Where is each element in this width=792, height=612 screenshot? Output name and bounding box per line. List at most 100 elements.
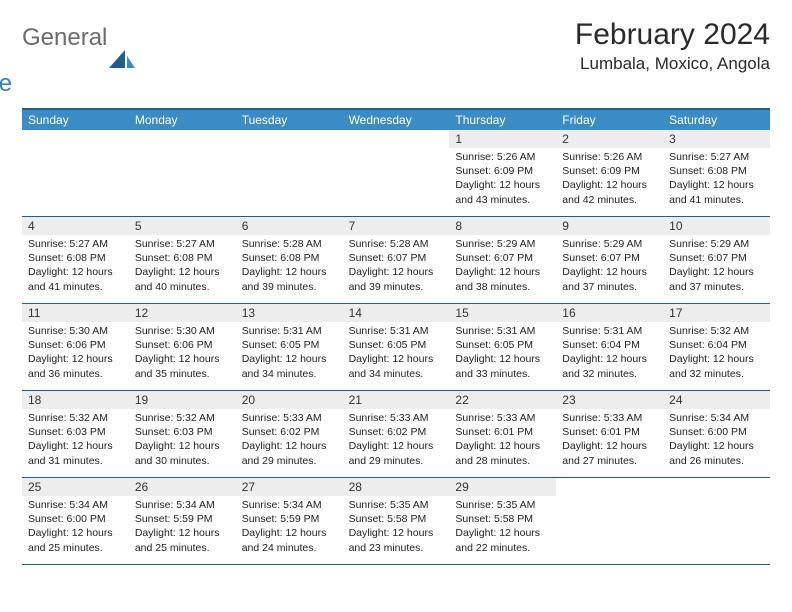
day-info: Sunrise: 5:30 AMSunset: 6:06 PMDaylight:… xyxy=(129,324,236,381)
brand-general: General xyxy=(22,24,107,52)
sunrise-text: Sunrise: 5:27 AM xyxy=(669,150,764,164)
sunset-text: Sunset: 6:08 PM xyxy=(669,164,764,178)
daylight-text: Daylight: 12 hours and 29 minutes. xyxy=(242,439,337,467)
sunset-text: Sunset: 5:59 PM xyxy=(242,512,337,526)
day-cell xyxy=(22,130,129,216)
daylight-text: Daylight: 12 hours and 36 minutes. xyxy=(28,352,123,380)
week-row: 4Sunrise: 5:27 AMSunset: 6:08 PMDaylight… xyxy=(22,217,770,304)
sunrise-text: Sunrise: 5:27 AM xyxy=(28,237,123,251)
sunrise-text: Sunrise: 5:26 AM xyxy=(455,150,550,164)
day-info: Sunrise: 5:27 AMSunset: 6:08 PMDaylight:… xyxy=(22,237,129,294)
sunset-text: Sunset: 6:00 PM xyxy=(669,425,764,439)
day-cell: 3Sunrise: 5:27 AMSunset: 6:08 PMDaylight… xyxy=(663,130,770,216)
day-number: 6 xyxy=(236,217,343,235)
sunrise-text: Sunrise: 5:32 AM xyxy=(669,324,764,338)
sunrise-text: Sunrise: 5:26 AM xyxy=(562,150,657,164)
calendar: SundayMondayTuesdayWednesdayThursdayFrid… xyxy=(22,108,770,565)
sunset-text: Sunset: 6:08 PM xyxy=(28,251,123,265)
day-cell xyxy=(129,130,236,216)
day-cell: 1Sunrise: 5:26 AMSunset: 6:09 PMDaylight… xyxy=(449,130,556,216)
sunset-text: Sunset: 6:09 PM xyxy=(562,164,657,178)
sunset-text: Sunset: 5:59 PM xyxy=(135,512,230,526)
sunset-text: Sunset: 6:02 PM xyxy=(242,425,337,439)
day-info: Sunrise: 5:32 AMSunset: 6:03 PMDaylight:… xyxy=(129,411,236,468)
day-info: Sunrise: 5:31 AMSunset: 6:05 PMDaylight:… xyxy=(236,324,343,381)
daylight-text: Daylight: 12 hours and 34 minutes. xyxy=(242,352,337,380)
day-info: Sunrise: 5:33 AMSunset: 6:02 PMDaylight:… xyxy=(236,411,343,468)
day-cell xyxy=(663,478,770,564)
sunrise-text: Sunrise: 5:31 AM xyxy=(242,324,337,338)
sunrise-text: Sunrise: 5:33 AM xyxy=(242,411,337,425)
day-number: 25 xyxy=(22,478,129,496)
sunrise-text: Sunrise: 5:30 AM xyxy=(135,324,230,338)
sunset-text: Sunset: 5:58 PM xyxy=(349,512,444,526)
day-info: Sunrise: 5:34 AMSunset: 6:00 PMDaylight:… xyxy=(663,411,770,468)
day-number: 13 xyxy=(236,304,343,322)
day-cell: 8Sunrise: 5:29 AMSunset: 6:07 PMDaylight… xyxy=(449,217,556,303)
daylight-text: Daylight: 12 hours and 43 minutes. xyxy=(455,178,550,206)
day-cell: 17Sunrise: 5:32 AMSunset: 6:04 PMDayligh… xyxy=(663,304,770,390)
brand-blue: Blue xyxy=(0,70,107,98)
weeks-container: 1Sunrise: 5:26 AMSunset: 6:09 PMDaylight… xyxy=(22,130,770,565)
day-number: 1 xyxy=(449,130,556,148)
sunrise-text: Sunrise: 5:33 AM xyxy=(349,411,444,425)
day-number: 20 xyxy=(236,391,343,409)
daylight-text: Daylight: 12 hours and 28 minutes. xyxy=(455,439,550,467)
daylight-text: Daylight: 12 hours and 31 minutes. xyxy=(28,439,123,467)
daylight-text: Daylight: 12 hours and 32 minutes. xyxy=(562,352,657,380)
day-cell: 26Sunrise: 5:34 AMSunset: 5:59 PMDayligh… xyxy=(129,478,236,564)
header: General Blue February 2024 Lumbala, Moxi… xyxy=(22,18,770,98)
sunrise-text: Sunrise: 5:31 AM xyxy=(455,324,550,338)
day-info: Sunrise: 5:33 AMSunset: 6:02 PMDaylight:… xyxy=(343,411,450,468)
day-info: Sunrise: 5:34 AMSunset: 6:00 PMDaylight:… xyxy=(22,498,129,555)
day-cell: 9 Sunrise: 5:29 AMSunset: 6:07 PMDaylight… xyxy=(556,217,663,303)
daylight-text: Daylight: 12 hours and 39 minutes. xyxy=(242,265,337,293)
day-cell: 21Sunrise: 5:33 AMSunset: 6:02 PMDayligh… xyxy=(343,391,450,477)
daylight-text: Daylight: 12 hours and 39 minutes. xyxy=(349,265,444,293)
day-number: 7 xyxy=(343,217,450,235)
calendar-page: General Blue February 2024 Lumbala, Moxi… xyxy=(0,0,792,583)
daylight-text: Daylight: 12 hours and 27 minutes. xyxy=(562,439,657,467)
day-info: Sunrise: 5:33 AMSunset: 6:01 PMDaylight:… xyxy=(449,411,556,468)
sunset-text: Sunset: 6:07 PM xyxy=(455,251,550,265)
day-cell xyxy=(343,130,450,216)
day-cell: 25 Sunrise: 5:34 AMSunset: 6:00 PMDayligh… xyxy=(22,478,129,564)
daylight-text: Daylight: 12 hours and 29 minutes. xyxy=(349,439,444,467)
day-header: Monday xyxy=(129,110,236,130)
day-info: Sunrise: 5:35 AMSunset: 5:58 PMDaylight:… xyxy=(343,498,450,555)
sunset-text: Sunset: 5:58 PM xyxy=(455,512,550,526)
day-cell: 10Sunrise: 5:29 AMSunset: 6:07 PMDayligh… xyxy=(663,217,770,303)
week-row: 25 Sunrise: 5:34 AMSunset: 6:00 PMDayligh… xyxy=(22,478,770,565)
location: Lumbala, Moxico, Angola xyxy=(575,54,770,74)
day-number: 27 xyxy=(236,478,343,496)
sunset-text: Sunset: 6:06 PM xyxy=(135,338,230,352)
day-info: Sunrise: 5:30 AMSunset: 6:06 PMDaylight:… xyxy=(22,324,129,381)
sunset-text: Sunset: 6:07 PM xyxy=(349,251,444,265)
day-number: 12 xyxy=(129,304,236,322)
day-number: 15 xyxy=(449,304,556,322)
sunset-text: Sunset: 6:08 PM xyxy=(135,251,230,265)
day-info: Sunrise: 5:34 AMSunset: 5:59 PMDaylight:… xyxy=(236,498,343,555)
sunset-text: Sunset: 6:02 PM xyxy=(349,425,444,439)
day-info: Sunrise: 5:29 AMSunset: 6:07 PMDaylight:… xyxy=(449,237,556,294)
day-number xyxy=(236,130,343,148)
day-number: 9 xyxy=(556,217,663,235)
day-info: Sunrise: 5:29 AMSunset: 6:07 PMDaylight:… xyxy=(556,237,663,294)
sunset-text: Sunset: 6:05 PM xyxy=(455,338,550,352)
sunset-text: Sunset: 6:05 PM xyxy=(242,338,337,352)
day-header: Friday xyxy=(556,110,663,130)
day-number: 16 xyxy=(556,304,663,322)
day-info: Sunrise: 5:31 AMSunset: 6:04 PMDaylight:… xyxy=(556,324,663,381)
day-info: Sunrise: 5:28 AMSunset: 6:08 PMDaylight:… xyxy=(236,237,343,294)
day-number: 29 xyxy=(449,478,556,496)
sunset-text: Sunset: 6:05 PM xyxy=(349,338,444,352)
sunrise-text: Sunrise: 5:29 AM xyxy=(562,237,657,251)
day-cell: 20 Sunrise: 5:33 AMSunset: 6:02 PMDayligh… xyxy=(236,391,343,477)
sunset-text: Sunset: 6:03 PM xyxy=(28,425,123,439)
day-cell: 12 Sunrise: 5:30 AMSunset: 6:06 PMDayligh… xyxy=(129,304,236,390)
day-number xyxy=(129,130,236,148)
day-number: 2 xyxy=(556,130,663,148)
sunrise-text: Sunrise: 5:33 AM xyxy=(455,411,550,425)
day-cell: 29Sunrise: 5:35 AMSunset: 5:58 PMDayligh… xyxy=(449,478,556,564)
week-row: 18Sunrise: 5:32 AMSunset: 6:03 PMDayligh… xyxy=(22,391,770,478)
